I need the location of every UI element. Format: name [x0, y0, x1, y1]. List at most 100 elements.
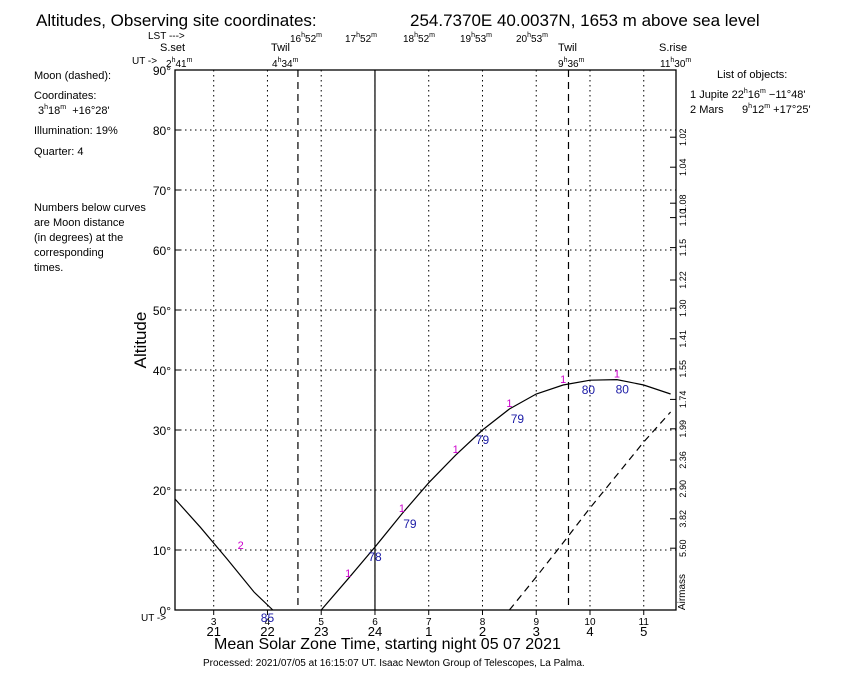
airmass-tick-label: 1.10 [678, 209, 688, 227]
y-tick-label: 90° [153, 64, 171, 78]
moon-quarter: Quarter: 4 [34, 146, 84, 158]
moon-coordinates-label: Coordinates: [34, 90, 97, 102]
moon-distance-label: 79 [511, 412, 525, 426]
local-time-label: 1 [425, 624, 432, 639]
moon-distance-note-3: (in degrees) at the [34, 232, 124, 244]
moon-distance-note-1: Numbers below curves [34, 202, 146, 214]
airmass-tick-label: 1.74 [678, 391, 688, 409]
local-time-label: 2 [479, 624, 486, 639]
object-id-marker: 2 [238, 540, 244, 552]
object-id-marker: 1 [560, 374, 566, 386]
y-tick-label: 40° [153, 364, 171, 378]
ut-tick-label: 3 [211, 617, 217, 628]
y-tick-label: 60° [153, 244, 171, 258]
y-tick-label: 20° [153, 484, 171, 498]
ut-tick-label: 6 [372, 617, 378, 628]
airmass-tick-label: 1.04 [678, 158, 688, 176]
airmass-tick-label: 2.90 [678, 480, 688, 498]
processed-footer: Processed: 2021/07/05 at 16:15:07 UT. Is… [203, 658, 585, 669]
moon-coordinates-value: 3h18m +16°28' [38, 104, 110, 117]
airmass-label: Airmass [677, 574, 688, 610]
local-time-label: 5 [640, 624, 647, 639]
twilight-morning-time: 9h36m [558, 57, 585, 70]
lst-time-label: 17h52m [345, 32, 377, 45]
moon-distance-note-5: times. [34, 262, 64, 274]
ut-tick-label: 11 [639, 617, 650, 628]
ut-tick-label: 8 [480, 617, 486, 628]
y-tick-label: 80° [153, 124, 171, 138]
y-tick-label: 30° [153, 424, 171, 438]
sun-set-label: S.set [160, 42, 186, 54]
local-time-label: 24 [368, 624, 382, 639]
twilight-evening-time: 4h34m [272, 57, 299, 70]
twilight-morning-label: Twil [558, 42, 577, 54]
local-time-label: 3 [533, 624, 540, 639]
y-tick-label: 0° [160, 604, 172, 618]
moon-distance-note-2: are Moon distance [34, 217, 125, 229]
lst-label: LST ---> [148, 31, 185, 42]
airmass-tick-label: 1.02 [678, 128, 688, 146]
ut-tick-label: 7 [426, 617, 432, 628]
local-time-label: 4 [586, 624, 593, 639]
ut-tick-label: 4 [265, 617, 271, 628]
object-row-jupiter: 1 Jupite 22h16m −11°48' [690, 88, 806, 101]
y-axis-label: Altitude [131, 312, 150, 369]
object-curves [174, 378, 672, 611]
object-id-marker: 1 [345, 568, 351, 580]
y-tick-label: 10° [153, 544, 171, 558]
moon-distance-label: 78 [368, 550, 382, 564]
x-axis-label: Mean Solar Zone Time, starting night 05 … [214, 636, 561, 653]
sun-rise-time: 11h30m [660, 57, 692, 70]
object-id-marker: 1 [506, 398, 512, 410]
sun-set-time: 2h41m [166, 57, 193, 70]
local-time-label: 21 [206, 624, 220, 639]
lst-time-label: 19h53m [460, 32, 492, 45]
y-tick-label: 70° [153, 184, 171, 198]
airmass-tick-label: 5.60 [678, 539, 688, 557]
ut-bottom-label: UT -> [141, 613, 167, 624]
twilight-evening-label: Twil [271, 42, 290, 54]
moon-altitude-curve [508, 411, 672, 611]
airmass-tick-label: 1.08 [678, 194, 688, 212]
plot-border [174, 69, 677, 611]
twilight-midnight-lines [297, 70, 570, 610]
site-coordinates: 254.7370E 40.0037N, 1653 m above sea lev… [410, 11, 760, 30]
airmass-tick-label: 1.15 [678, 239, 688, 257]
object-id-marker: 1 [614, 369, 620, 381]
altitude-ticks: 0° 10° 20° 30° 40° 50° 60° 70° 80° 90° [153, 64, 181, 618]
plot-frame [174, 69, 677, 611]
airmass-tick-label: 1.22 [678, 271, 688, 289]
lst-time-label: 20h53m [516, 32, 548, 45]
ut-tick-label: 5 [318, 617, 324, 628]
airmass-tick-label: 2.36 [678, 451, 688, 469]
airmass-tick-label: 1.55 [678, 360, 688, 378]
ut-top-label: UT -> [132, 56, 158, 67]
y-tick-label: 50° [153, 304, 171, 318]
sun-rise-label: S.rise [659, 42, 688, 54]
ut-tick-label: 10 [584, 617, 596, 628]
airmass-tick-label: 3.82 [678, 510, 688, 528]
moon-illumination: Illumination: 19% [34, 125, 118, 137]
moon-distance-note-4: corresponding [34, 247, 104, 259]
airmass-tick-label: 1.41 [678, 330, 688, 348]
object-id-marker: 1 [399, 503, 405, 515]
lst-time-label: 18h52m [403, 32, 435, 45]
moon-distance-label: 80 [582, 383, 596, 397]
moon-distance-label: 80 [616, 383, 630, 397]
lst-time-label: 16h52m [290, 32, 322, 45]
page-title: Altitudes, Observing site coordinates: [36, 11, 317, 30]
object-id-marker: 1 [453, 444, 459, 456]
airmass-tick-label: 1.30 [678, 299, 688, 317]
objects-heading: List of objects: [717, 69, 788, 81]
moon-distance-label: 79 [476, 433, 490, 447]
moon-legend-label: Moon (dashed): [34, 70, 112, 82]
moon-distance-label: 79 [403, 517, 417, 531]
moon-distance-label: 85 [261, 611, 275, 625]
object-row-mars: 2 Mars 9h12m +17°25' [690, 103, 811, 116]
object-2-curve [174, 498, 274, 611]
local-time-label: 22 [260, 624, 274, 639]
object-1-curve [320, 378, 671, 611]
